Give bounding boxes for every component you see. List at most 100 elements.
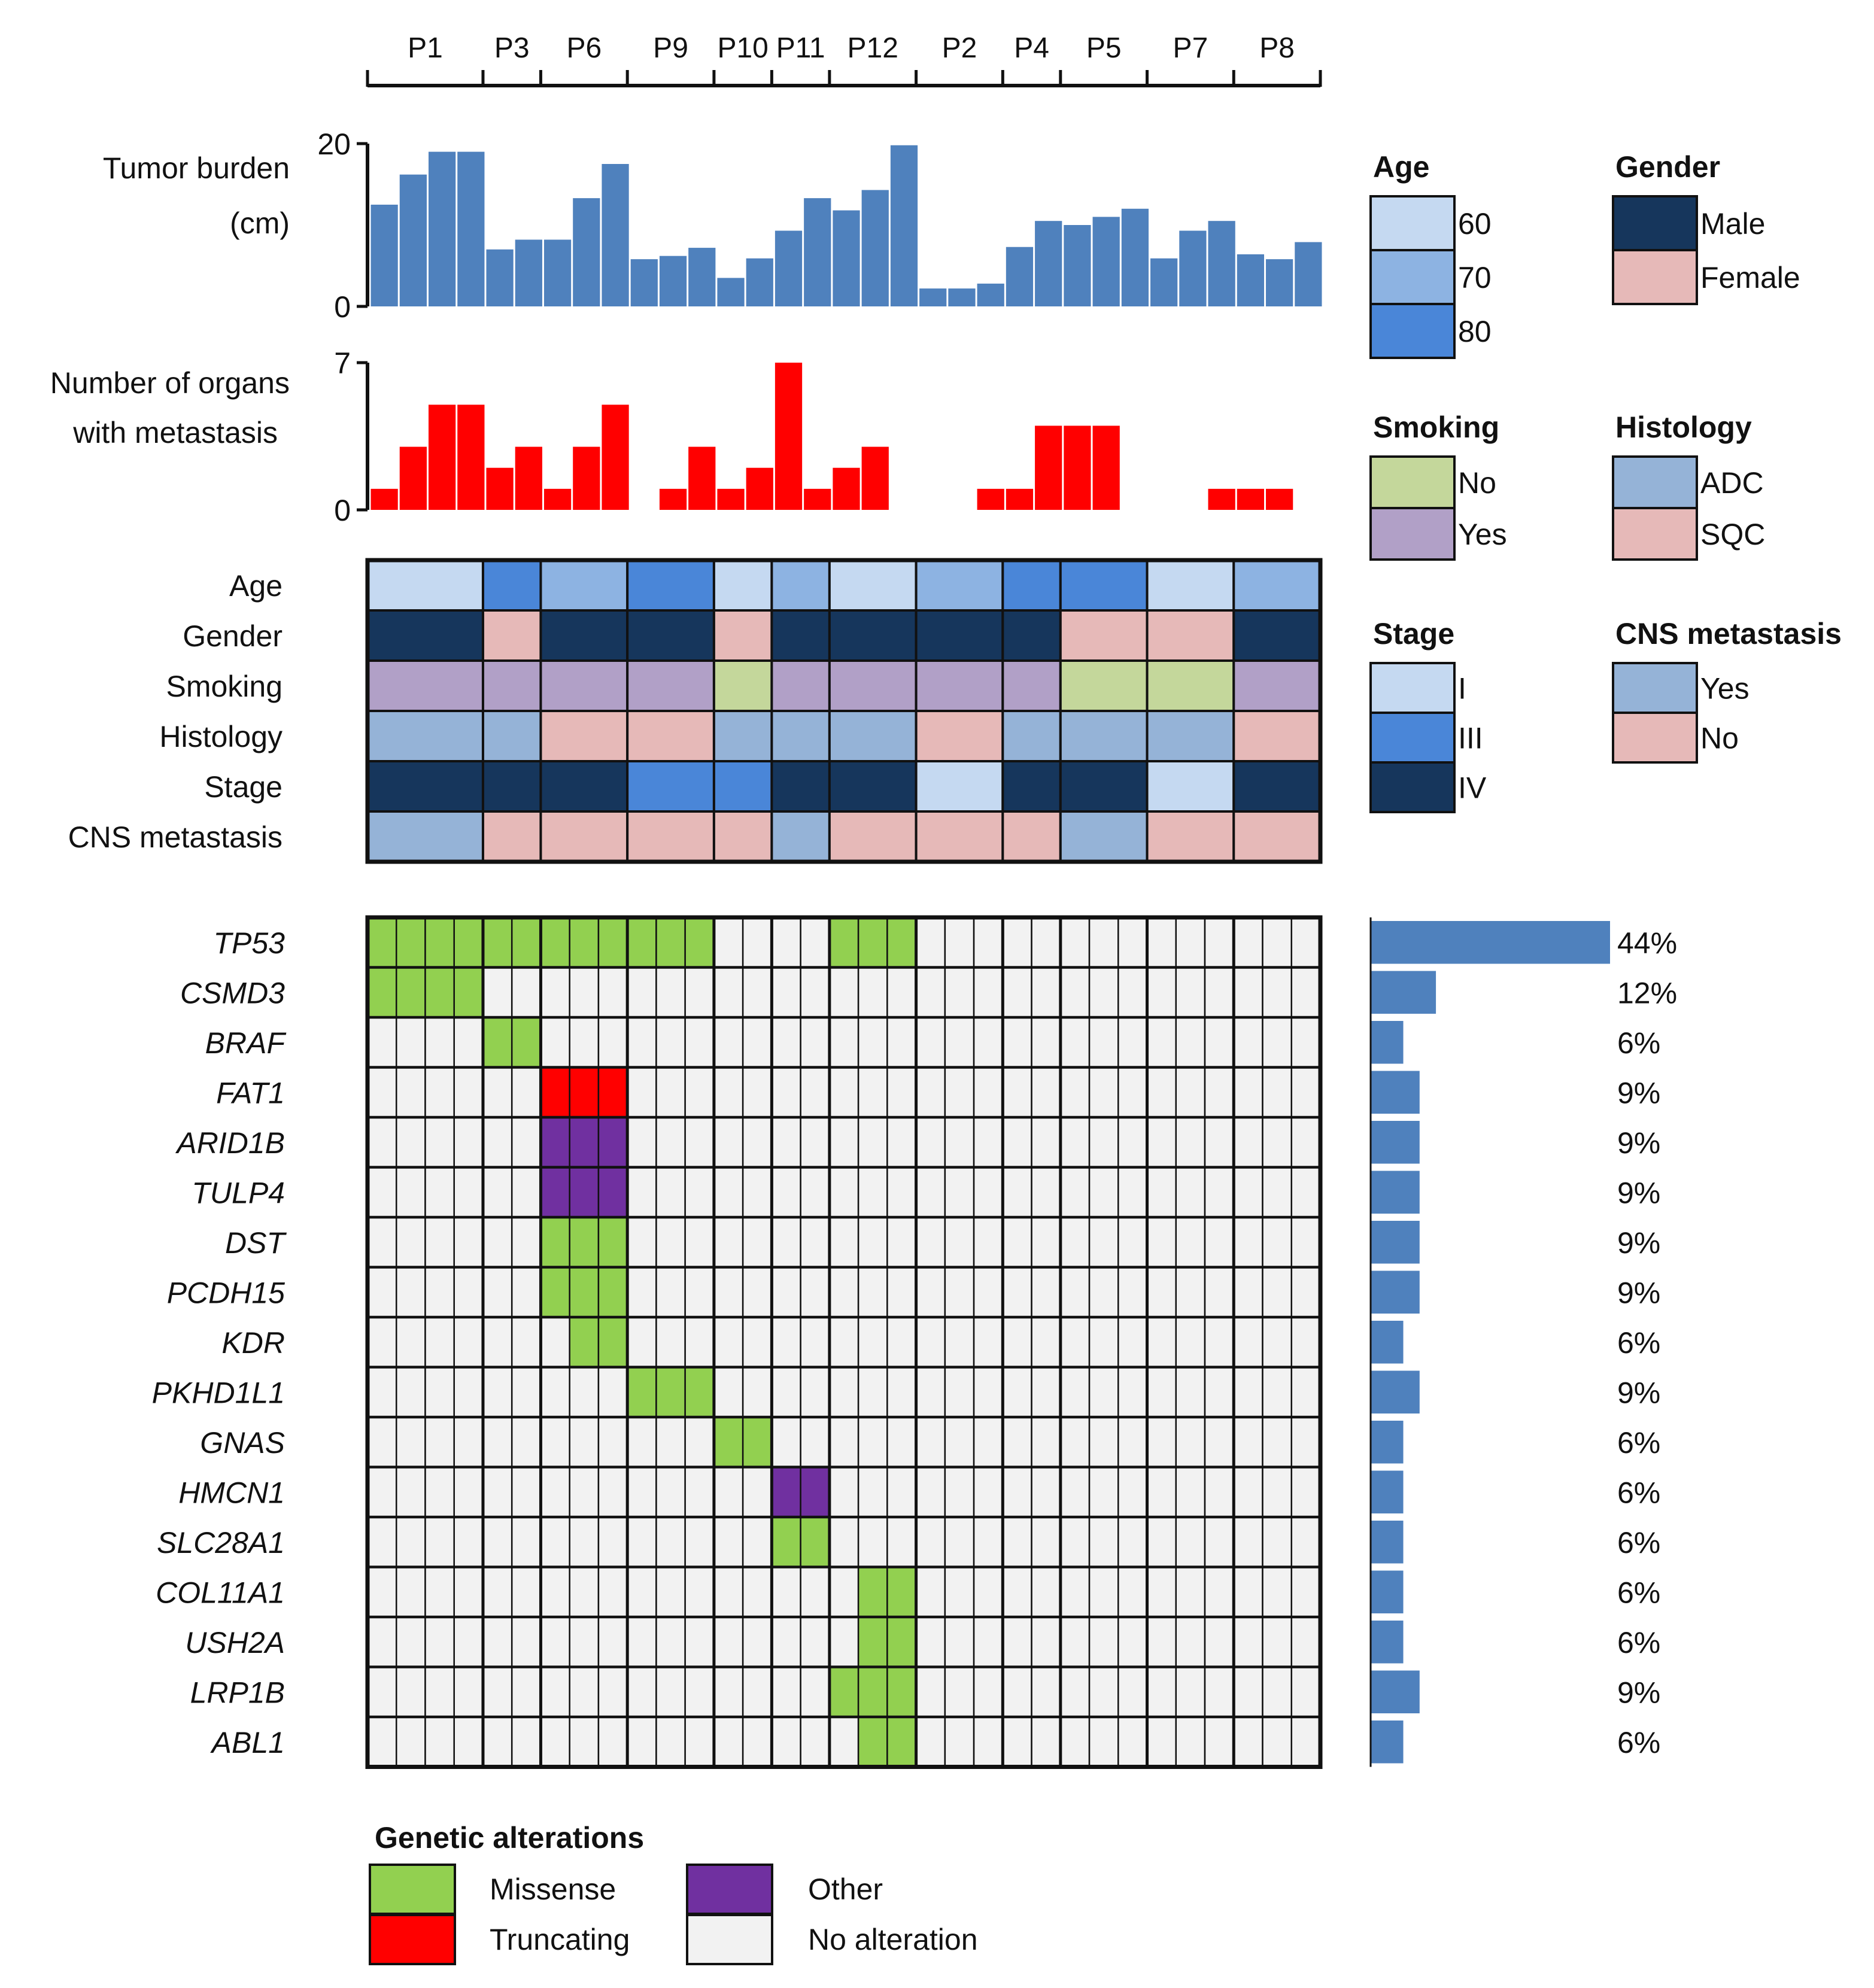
mutation-cell-fat1 (742, 1066, 773, 1118)
mutation-cell-tulp4 (1233, 1166, 1263, 1218)
mutation-cell-tp53 (742, 916, 773, 968)
legend-title-smoking: Smoking (1373, 411, 1499, 444)
mutation-cell-fat1 (857, 1066, 888, 1118)
mutation-cell-csmd3 (771, 966, 801, 1019)
clinical-cell-cns-metastasis (481, 810, 542, 863)
mutation-cell-gnas (366, 1416, 397, 1468)
freq-bar-col11a1 (1371, 1570, 1404, 1613)
mutation-cell-slc28a1 (1031, 1516, 1062, 1568)
mutation-cell-braf (1031, 1016, 1062, 1068)
clinical-cell-cns-metastasis (539, 810, 629, 863)
clinical-cell-cns-metastasis (828, 810, 918, 863)
mutation-cell-tulp4 (511, 1166, 542, 1218)
mutation-cell-lrp1b (1290, 1666, 1322, 1718)
mutation-cell-csmd3 (1146, 966, 1177, 1019)
mutation-cell-col11a1 (1031, 1566, 1062, 1618)
mutation-cell-pcdh15 (424, 1266, 455, 1318)
mutation-cell-braf (1088, 1016, 1119, 1068)
mutation-cell-abl1 (424, 1716, 455, 1768)
mutation-cell-hmcn1 (857, 1466, 888, 1518)
mutation-cell-pcdh15 (511, 1266, 542, 1318)
mutation-cell-kdr (366, 1316, 397, 1368)
clinical-cell-cns-metastasis (1146, 810, 1235, 863)
mutation-cell-ush2a (482, 1616, 513, 1668)
mutation-cell-fat1 (1262, 1066, 1293, 1118)
mutation-cell-abl1 (1031, 1716, 1062, 1768)
mutation-cell-dst (395, 1216, 426, 1268)
mutation-cell-slc28a1 (944, 1516, 975, 1568)
mutation-cell-col11a1 (482, 1566, 513, 1618)
mutation-cell-arid1b (886, 1116, 917, 1168)
mutation-cell-csmd3 (1002, 966, 1032, 1019)
mutation-cell-abl1 (713, 1716, 744, 1768)
mutation-cell-col11a1 (366, 1566, 397, 1618)
mutation-cell-lrp1b (1088, 1666, 1119, 1718)
tumor-burden-bar (428, 151, 456, 306)
freq-bar-csmd3 (1371, 971, 1436, 1014)
mutation-cell-dst (742, 1216, 773, 1268)
mutation-cell-lrp1b (597, 1666, 628, 1718)
mutation-cell-pkhd1l1 (597, 1366, 628, 1418)
clinical-cell-cns-metastasis (366, 810, 484, 863)
mutation-cell-ush2a (1002, 1616, 1032, 1668)
mutation-cell-lrp1b (771, 1666, 801, 1718)
mutation-cell-gnas (453, 1416, 484, 1468)
tumor-burden-bar (688, 248, 716, 306)
clinical-cell-age (366, 559, 484, 612)
freq-bar-ush2a (1371, 1621, 1404, 1664)
mutation-cell-slc28a1 (569, 1516, 600, 1568)
mutation-cell-lrp1b (1262, 1666, 1293, 1718)
clinical-cell-smoking (539, 659, 629, 712)
clinical-cell-smoking (1146, 659, 1235, 712)
track-label-smoking: Smoking (166, 670, 283, 703)
tumor-burden-bar (774, 230, 803, 306)
clinical-cell-cns-metastasis (1059, 810, 1149, 863)
organs-metastasis-bar (515, 446, 542, 510)
mutation-cell-slc28a1 (1262, 1516, 1293, 1568)
mutation-cell-tp53 (1204, 916, 1235, 968)
clinical-cell-histology (828, 710, 918, 762)
mutation-cell-ush2a (828, 1616, 859, 1668)
legend-title-histology: Histology (1615, 411, 1752, 444)
mutation-cell-dst (1290, 1216, 1322, 1268)
mutation-cell-gnas (828, 1416, 859, 1468)
mutation-cell-kdr (626, 1316, 657, 1368)
alteration-legend-title: Genetic alterations (375, 1821, 644, 1855)
mutation-cell-tulp4 (569, 1166, 600, 1218)
mutation-cell-fat1 (1088, 1066, 1119, 1118)
mutation-cell-braf (540, 1016, 570, 1068)
freq-label-arid1b: 9% (1617, 1126, 1660, 1160)
freq-bar-lrp1b (1371, 1670, 1420, 1713)
mutation-cell-kdr (655, 1316, 686, 1368)
mutation-cell-slc28a1 (973, 1516, 1004, 1568)
mutation-cell-abl1 (511, 1716, 542, 1768)
mutation-cell-arid1b (1146, 1116, 1177, 1168)
mutation-cell-fat1 (1175, 1066, 1206, 1118)
clinical-cell-age (1232, 559, 1322, 612)
mutation-cell-fat1 (655, 1066, 686, 1118)
mutation-cell-lrp1b (1117, 1666, 1148, 1718)
clinical-cell-smoking (1059, 659, 1149, 712)
mutation-cell-lrp1b (800, 1666, 831, 1718)
tumor-burden-bar (515, 239, 542, 306)
mutation-cell-csmd3 (1117, 966, 1148, 1019)
mutation-cell-col11a1 (424, 1566, 455, 1618)
mutation-cell-col11a1 (1204, 1566, 1235, 1618)
mutation-cell-slc28a1 (1175, 1516, 1206, 1568)
mutation-cell-lrp1b (973, 1666, 1004, 1718)
patient-label-p5: P5 (1086, 32, 1122, 64)
tumor-burden-bar (1208, 221, 1235, 306)
mutation-cell-fat1 (1233, 1066, 1263, 1118)
organs-metastasis-bar (977, 488, 1004, 510)
mutation-cell-dst (1262, 1216, 1293, 1268)
mutation-cell-lrp1b (1146, 1666, 1177, 1718)
mutation-cell-kdr (1117, 1316, 1148, 1368)
mutation-cell-ush2a (973, 1616, 1004, 1668)
mutation-cell-abl1 (1262, 1716, 1293, 1768)
mutation-cell-abl1 (828, 1716, 859, 1768)
mutation-cell-pkhd1l1 (915, 1366, 946, 1418)
mutation-cell-tulp4 (828, 1166, 859, 1218)
mutation-cell-gnas (915, 1416, 946, 1468)
mutation-cell-pkhd1l1 (1290, 1366, 1322, 1418)
mutation-cell-tulp4 (915, 1166, 946, 1218)
